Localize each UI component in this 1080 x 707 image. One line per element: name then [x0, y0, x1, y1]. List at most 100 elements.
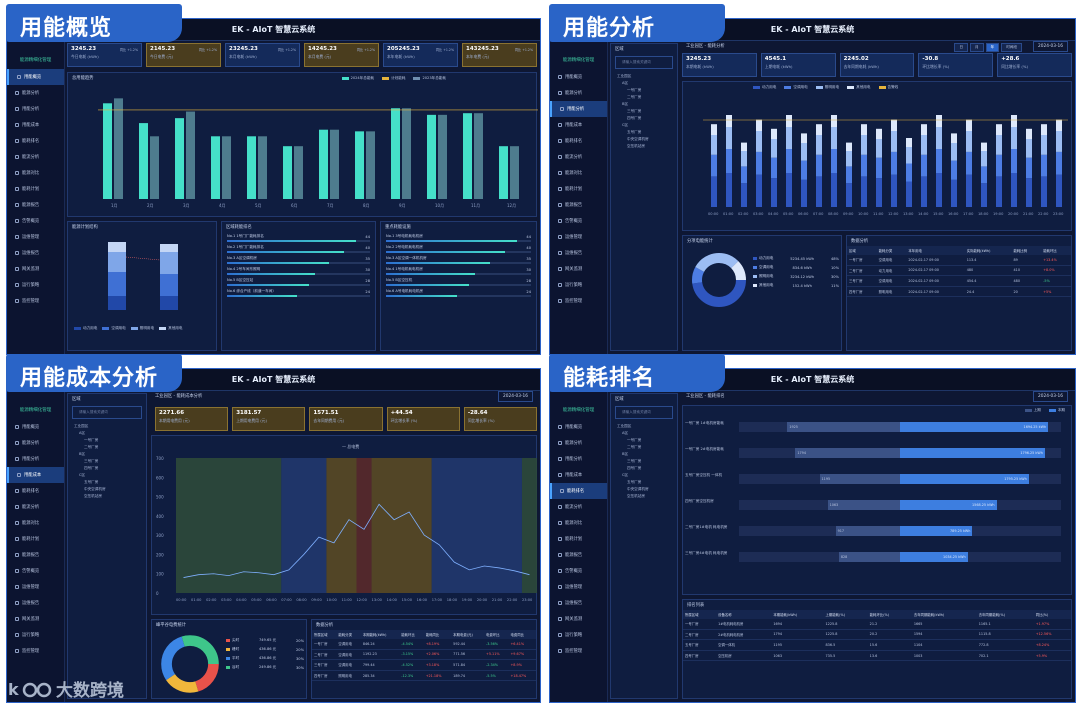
sidebar-item[interactable]: 网关监测 [550, 611, 607, 627]
sidebar-item[interactable]: 能耗排名 [550, 483, 607, 499]
sidebar-item[interactable]: 能源报告 [7, 547, 64, 563]
sidebar-item[interactable]: 能源分析 [7, 85, 64, 101]
sidebar-item[interactable]: 运维报告 [550, 595, 607, 611]
tree-node[interactable]: 四号厂房 [84, 466, 99, 470]
rank-bar-row[interactable]: 五号厂房空压机 一体机 1195 1795.25 kWh [683, 470, 1071, 496]
tree-node[interactable]: 二号厂房 [627, 445, 642, 449]
sidebar-item[interactable]: 能源对比 [550, 165, 607, 181]
sidebar-item[interactable]: 用能成本 [7, 467, 64, 483]
rank-bar-row[interactable]: 四号厂房空压机房 1063 1568.25 kWh [683, 496, 1071, 522]
sidebar-item[interactable]: 用能概览 [550, 69, 607, 85]
sidebar-item[interactable]: 用能分析 [7, 451, 64, 467]
sidebar-item[interactable]: 运维管理 [550, 229, 607, 245]
sidebar-item[interactable]: 监控管理 [7, 293, 64, 309]
tree-node[interactable]: A区 [79, 431, 86, 435]
sidebar-item[interactable]: 能源报告 [550, 197, 607, 213]
sidebar-item[interactable]: 用能分析 [550, 101, 607, 117]
sidebar-item[interactable]: 能耗计划 [550, 531, 607, 547]
sidebar-item[interactable]: 能源分析 [550, 435, 607, 451]
date-picker[interactable]: 2024-03-16 [1033, 41, 1068, 52]
sidebar-item[interactable]: 监控管理 [550, 643, 607, 659]
tree-node[interactable]: 五号厂房 [627, 480, 642, 484]
sidebar-item[interactable]: 用能概览 [7, 419, 64, 435]
table-row[interactable]: 一号厂房 1#电机耗电机房 1694 1225.8 21.2 1665 1165.1 +1.9… [683, 619, 1071, 630]
sidebar-item[interactable]: 告警概览 [550, 563, 607, 579]
sidebar-item[interactable]: 运维管理 [7, 579, 64, 595]
tree-node[interactable]: 中央空调机房 [84, 487, 106, 491]
tree-node[interactable]: 空压机站房 [627, 494, 645, 498]
sidebar-item[interactable]: 用能概览 [7, 69, 64, 85]
tree-node[interactable]: 四号厂房 [627, 116, 642, 120]
sidebar-item[interactable]: 运行策略 [7, 627, 64, 643]
sidebar-item[interactable]: 运维管理 [7, 229, 64, 245]
table-row[interactable]: 四号厂房 照明用电 2024-02-17 09:00 24.4 20 +5% [847, 286, 1071, 298]
rank-bar-row[interactable]: 三号厂房4#电机 耗电机房 828 1034.25 kWh [683, 548, 1071, 574]
sidebar-item[interactable]: 网关监测 [550, 261, 607, 277]
table-row[interactable]: 三号厂房 空调用电 799.44 -4.52% +3.18% 571.84 -2.34% +8… [312, 659, 536, 671]
sidebar-item[interactable]: 告警概览 [7, 563, 64, 579]
sidebar-item[interactable]: 能源报告 [7, 197, 64, 213]
tree-node[interactable]: 一号厂房 [627, 438, 642, 442]
sidebar-item[interactable]: 能流分析 [550, 149, 607, 165]
tree-node[interactable]: B区 [622, 452, 629, 456]
sidebar-item[interactable]: 能耗计划 [7, 531, 64, 547]
sidebar-item[interactable]: 用能成本 [7, 117, 64, 133]
sidebar-item[interactable]: 能耗计划 [7, 181, 64, 197]
sidebar-item[interactable]: 运维报告 [7, 245, 64, 261]
tree-node[interactable]: 工业园区 [617, 74, 632, 78]
sidebar-item[interactable]: 能耗计划 [550, 181, 607, 197]
search-input[interactable]: 请输入搜索关键词 [615, 56, 673, 69]
tree-node[interactable]: 一号厂房 [84, 438, 99, 442]
search-input[interactable]: 请输入搜索关键词 [615, 406, 673, 419]
sidebar-item[interactable]: 能耗排名 [550, 133, 607, 149]
tree-node[interactable]: C区 [79, 473, 86, 477]
rank-bar-row[interactable]: 一号厂房 2#电机房能耗 1794 1796.25 kWh [683, 444, 1071, 470]
sidebar-item[interactable]: 运行策略 [550, 627, 607, 643]
table-row[interactable]: 二号厂房 2#电机耗电机房 1794 1225.8 20.2 1594 1115.8 +12.… [683, 629, 1071, 641]
rank-bar-row[interactable]: 一号厂房 1#电机房能耗 1925 1694.25 kWh [683, 418, 1071, 444]
tree-node[interactable]: 二号厂房 [627, 95, 642, 99]
tab-1[interactable]: 月 [970, 43, 984, 52]
tab-2[interactable]: 年 [985, 43, 1000, 52]
sidebar-item[interactable]: 用能分析 [550, 451, 607, 467]
tree-node[interactable]: 三号厂房 [84, 459, 99, 463]
sidebar-item[interactable]: 运行策略 [550, 277, 607, 293]
sidebar-item[interactable]: 能流分析 [7, 499, 64, 515]
tree-node[interactable]: 空压机站房 [84, 494, 102, 498]
rank-bar-row[interactable]: 二号厂房1#电机 耗电机房 917 789.25 kWh [683, 522, 1071, 548]
sidebar-item[interactable]: 能流分析 [550, 499, 607, 515]
sidebar-item[interactable]: 监控管理 [550, 293, 607, 309]
sidebar-item[interactable]: 告警概览 [7, 213, 64, 229]
sidebar-item[interactable]: 运维报告 [7, 595, 64, 611]
tree-node[interactable]: 一号厂房 [627, 88, 642, 92]
tree-node[interactable]: 工业园区 [617, 424, 632, 428]
table-row[interactable]: 二号厂房 空调用电 1192.23 -3.15% +2.06% 771.56 +5.11% +… [312, 649, 536, 661]
tree-node[interactable]: 四号厂房 [627, 466, 642, 470]
tree-node[interactable]: A区 [622, 431, 629, 435]
tree-node[interactable]: A区 [622, 81, 629, 85]
tree-node[interactable]: C区 [622, 473, 629, 477]
sidebar-item[interactable]: 用能成本 [550, 117, 607, 133]
sidebar-item[interactable]: 能源分析 [550, 85, 607, 101]
table-row[interactable]: 二号厂房 动力用电 2024-02-17 09:00 480 410 +8.0% [847, 265, 1071, 277]
sidebar-item[interactable]: 能源对比 [7, 165, 64, 181]
sidebar-item[interactable]: 能耗排名 [7, 483, 64, 499]
sidebar-item[interactable]: 运维管理 [550, 579, 607, 595]
tree-node[interactable]: 五号厂房 [627, 130, 642, 134]
tree-node[interactable]: 中央空调机房 [627, 487, 649, 491]
search-input[interactable]: 请输入搜索关键词 [72, 406, 142, 419]
sidebar-item[interactable]: 用能分析 [7, 101, 64, 117]
table-row[interactable]: 四号厂房 照明用电 285.34 -12.3% +21.18% 189.74 -5.5% +1… [312, 670, 536, 682]
sidebar-item[interactable]: 能源分析 [7, 435, 64, 451]
sidebar-item[interactable]: 能流分析 [7, 149, 64, 165]
sidebar-item[interactable]: 监控管理 [7, 643, 64, 659]
sidebar-item[interactable]: 能源报告 [550, 547, 607, 563]
tab-0[interactable]: 日 [954, 43, 969, 52]
tree-node[interactable]: 三号厂房 [627, 459, 642, 463]
sidebar-item[interactable]: 运行策略 [7, 277, 64, 293]
sidebar-item[interactable]: 能源对比 [550, 515, 607, 531]
tree-node[interactable]: 二号厂房 [84, 445, 99, 449]
tree-node[interactable]: 中央空调机房 [627, 137, 649, 141]
date-picker[interactable]: 2024-03-16 [498, 391, 533, 402]
table-row[interactable]: 三号厂房 空调用电 2024-02-17 09:00 454.4 480 -5% [847, 275, 1071, 287]
